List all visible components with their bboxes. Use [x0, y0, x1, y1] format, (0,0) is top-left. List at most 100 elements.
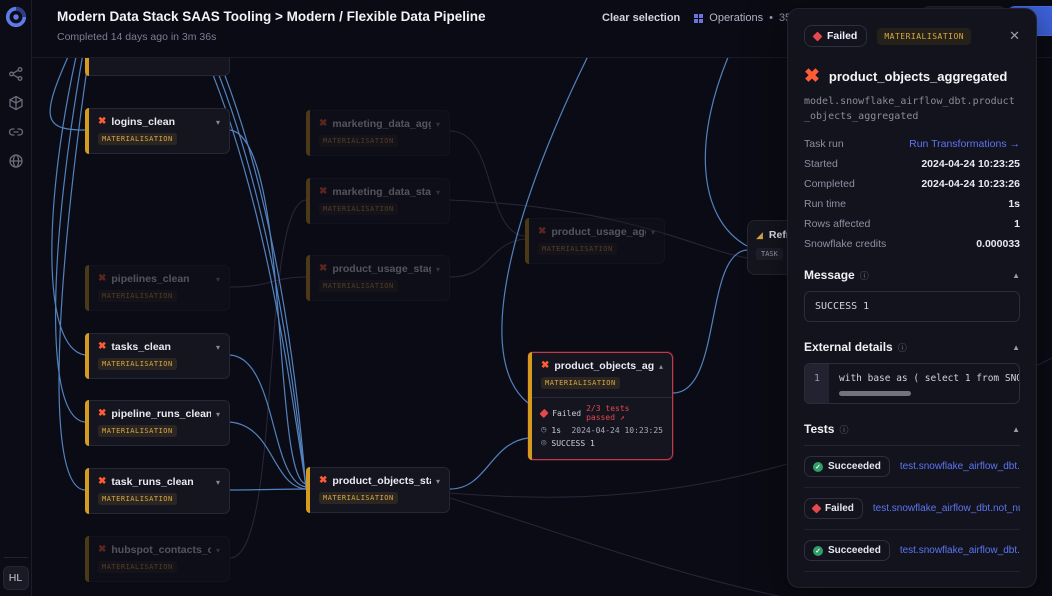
chevron-down-icon[interactable]: ▾	[215, 545, 220, 555]
chevron-down-icon[interactable]: ▾	[215, 342, 220, 352]
chevron-down-icon[interactable]: ▾	[435, 264, 440, 274]
chevron-down-icon[interactable]: ▾	[215, 274, 220, 284]
node-label: product_usage_aggregated	[551, 226, 646, 238]
tests-summary-link[interactable]: 2/3 tests passed ↗	[586, 404, 630, 422]
app-logo-icon[interactable]	[5, 6, 27, 28]
message-heading: Message	[804, 268, 855, 282]
user-avatar[interactable]: HL	[2, 566, 29, 590]
node-status-stripe	[85, 108, 89, 154]
collapse-icon[interactable]: ▲	[1012, 424, 1020, 434]
run-transformations-link[interactable]: Run Transformations →	[909, 138, 1020, 150]
materialisation-badge: MATERIALISATION	[98, 493, 177, 505]
detail-label: Rows affected	[804, 218, 871, 230]
node-label: product_usage_staging	[332, 263, 431, 275]
operations-grid-icon	[694, 13, 704, 23]
detail-value: 1	[1014, 218, 1020, 230]
node-status-text: Failed	[552, 408, 582, 418]
node-label: task_runs_clean	[111, 476, 194, 488]
materialisation-badge: MATERIALISATION	[98, 290, 177, 302]
status-badge-label: Failed	[827, 30, 858, 42]
collapse-icon[interactable]: ▲	[1012, 270, 1020, 280]
detail-value: 1s	[1008, 198, 1020, 210]
node-label: tasks_clean	[111, 341, 171, 353]
test-row: ✓ Succeeded test.snowflake_airflow_dbt.n…	[804, 530, 1020, 572]
test-status-badge: ✓ Succeeded	[804, 456, 890, 477]
materialisation-badge: MATERIALISATION	[98, 133, 177, 145]
dag-node-tasks-clean[interactable]: ✖ tasks_clean ▾ MATERIALISATION	[85, 333, 230, 379]
message-content: SUCCESS 1	[804, 291, 1020, 322]
connections-link-icon[interactable]	[8, 124, 24, 140]
detail-row-snowflake-credits: Snowflake credits 0.000033	[804, 238, 1020, 250]
dag-node-marketing-data-staging[interactable]: ✖ marketing_data_staging ▾ MATERIALISATI…	[306, 178, 450, 224]
dag-node-product-objects-staging[interactable]: ✖ product_objects_staging ▾ MATERIALISAT…	[306, 467, 450, 513]
sql-code-block: 1 with base as ( select 1 from SNOWFLAKE	[804, 363, 1020, 404]
detail-label: Started	[804, 158, 838, 170]
integrations-cube-icon[interactable]	[8, 95, 24, 111]
tests-heading: Tests	[804, 422, 835, 436]
materialisation-badge: MATERIALISATION	[319, 203, 398, 215]
horizontal-scrollbar[interactable]	[839, 391, 911, 396]
node-status-stripe	[85, 265, 89, 311]
node-status-stripe	[85, 536, 89, 582]
environments-globe-icon[interactable]	[8, 153, 24, 169]
operations-counter: Operations • 35	[694, 12, 791, 24]
failed-diamond-icon	[539, 408, 549, 418]
pipeline-graph-icon[interactable]	[8, 66, 24, 82]
chevron-down-icon[interactable]: ▾	[215, 409, 220, 419]
dag-node-pipeline-runs-clean[interactable]: ✖ pipeline_runs_clean ▾ MATERIALISATION	[85, 400, 230, 446]
chevron-down-icon[interactable]: ▾	[435, 476, 440, 486]
clear-selection-button[interactable]: Clear selection	[602, 12, 681, 24]
collapse-icon[interactable]: ▲	[1012, 342, 1020, 352]
test-link[interactable]: test.snowflake_airflow_dbt.not_null_pr	[899, 545, 1020, 556]
dbt-icon: ✖	[319, 118, 328, 129]
dag-node-marketing-data-aggregated[interactable]: ✖ marketing_data_aggregated ▾ MATERIALIS…	[306, 110, 450, 156]
dbt-icon: ✖	[98, 476, 107, 487]
detail-label: Task run	[804, 138, 844, 150]
detail-label: Snowflake credits	[804, 238, 887, 250]
chevron-down-icon[interactable]: ▾	[215, 477, 220, 487]
materialisation-type-badge: MATERIALISATION	[877, 27, 972, 45]
node-status-stripe	[85, 468, 89, 514]
chevron-up-icon[interactable]: ▴	[658, 361, 663, 371]
detail-row-rows-affected: Rows affected 1	[804, 218, 1020, 230]
dbt-icon: ✖	[319, 475, 328, 486]
message-section: Message ⓘ ▲ SUCCESS 1	[804, 268, 1020, 322]
clock-icon: ◷	[541, 425, 547, 435]
dag-node-product-usage-aggregated[interactable]: ✖ product_usage_aggregated ▾ MATERIALISA…	[525, 218, 665, 264]
node-status-stripe	[306, 467, 310, 513]
test-row: ✓ Succeeded test.snowflake_airflow_dbt.u…	[804, 446, 1020, 488]
test-link[interactable]: test.snowflake_airflow_dbt.unique_pro	[899, 461, 1020, 472]
close-icon[interactable]: ✕	[1009, 28, 1020, 43]
dag-node-task-runs-clean[interactable]: ✖ task_runs_clean ▾ MATERIALISATION	[85, 468, 230, 514]
node-label: pipelines_clean	[111, 273, 190, 285]
dag-node-clipped-top[interactable]	[85, 58, 230, 76]
chevron-down-icon[interactable]: ▾	[215, 117, 220, 127]
materialisation-badge: MATERIALISATION	[98, 358, 177, 370]
node-label: marketing_data_aggregated	[332, 118, 431, 130]
operations-label: Operations	[709, 12, 764, 24]
dag-node-hubspot-contacts-clean[interactable]: ✖ hubspot_contacts_clean ▾ MATERIALISATI…	[85, 536, 230, 582]
dag-node-product-usage-staging[interactable]: ✖ product_usage_staging ▾ MATERIALISATIO…	[306, 255, 450, 301]
dag-canvas[interactable]: ✖ logins_clean ▾ MATERIALISATION ✖ pipel…	[32, 58, 1052, 596]
failed-diamond-icon	[812, 31, 823, 41]
node-label: marketing_data_staging	[332, 186, 431, 198]
panel-title: product_objects_aggregated	[828, 69, 1008, 84]
detail-row-started: Started 2024-04-24 10:23:25	[804, 158, 1020, 170]
detail-value: 2024-04-24 10:23:25	[921, 158, 1020, 170]
chevron-down-icon[interactable]: ▾	[435, 187, 440, 197]
test-link[interactable]: test.snowflake_airflow_dbt.not_null_pr	[872, 503, 1020, 514]
dbt-icon: ✖	[538, 226, 547, 237]
dbt-icon: ✖	[98, 116, 107, 127]
line-number: 1	[805, 364, 829, 403]
dag-node-logins-clean[interactable]: ✖ logins_clean ▾ MATERIALISATION	[85, 108, 230, 154]
node-status-stripe	[85, 58, 89, 76]
node-label: product_objects_aggregated	[554, 360, 654, 372]
dag-edges	[49, 58, 1052, 596]
node-runtime: 1s	[551, 426, 562, 435]
dag-node-product-objects-aggregated-selected[interactable]: ✖ product_objects_aggregated ▴ MATERIALI…	[528, 352, 673, 460]
dag-node-pipelines-clean[interactable]: ✖ pipelines_clean ▾ MATERIALISATION	[85, 265, 230, 311]
chevron-down-icon[interactable]: ▾	[435, 119, 440, 129]
chevron-down-icon[interactable]: ▾	[650, 227, 655, 237]
status-circle-icon: ◎	[541, 438, 547, 448]
dbt-icon: ✖	[804, 66, 820, 87]
